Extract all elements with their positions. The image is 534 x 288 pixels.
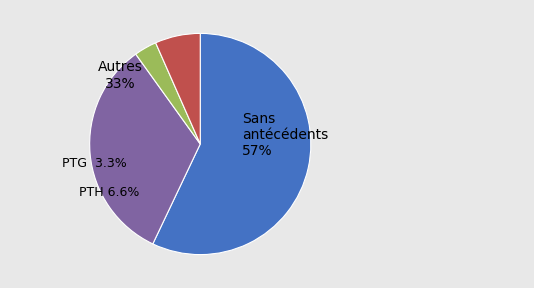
Text: Sans
antécédents
57%: Sans antécédents 57%	[242, 112, 328, 158]
Text: PTH 6.6%: PTH 6.6%	[78, 186, 139, 199]
Text: PTG  3.3%: PTG 3.3%	[62, 158, 127, 170]
Wedge shape	[136, 43, 200, 144]
Text: Autres
33%: Autres 33%	[98, 60, 143, 90]
Wedge shape	[90, 54, 200, 244]
Wedge shape	[155, 33, 200, 144]
Wedge shape	[153, 33, 311, 255]
